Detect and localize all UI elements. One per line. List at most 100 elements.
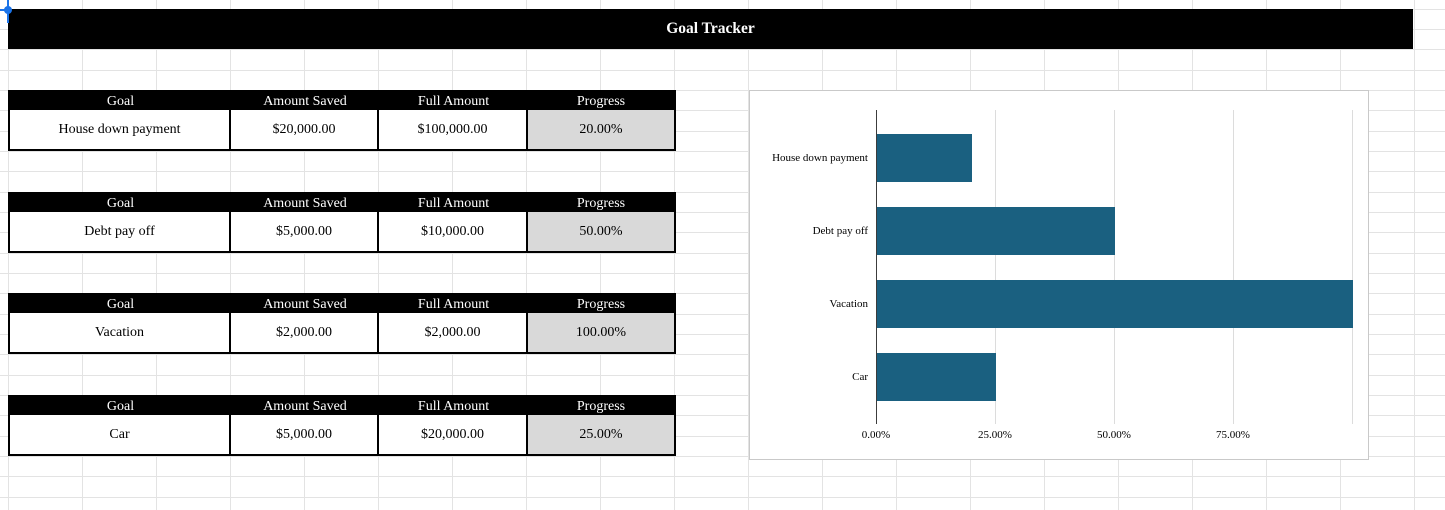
chart-y-axis-line: [876, 110, 877, 424]
goal-table-car: Goal Amount Saved Full Amount Progress C…: [8, 395, 676, 456]
grid-line: [82, 0, 83, 510]
grid-line: [0, 436, 1445, 437]
grid-line: [230, 0, 231, 510]
grid-line: [304, 0, 305, 510]
table-row: House down payment $20,000.00 $100,000.0…: [10, 110, 674, 149]
column-header-amount-saved[interactable]: Amount Saved: [263, 399, 347, 414]
table-row: Vacation $2,000.00 $2,000.00 100.00%: [10, 313, 674, 352]
table-header-row: Goal Amount Saved Full Amount Progress: [10, 295, 674, 313]
grid-line: [0, 131, 1445, 132]
grid-line: [0, 375, 1445, 376]
column-header-full-amount[interactable]: Full Amount: [417, 399, 490, 414]
grid-line: [0, 110, 1445, 111]
chart-bar[interactable]: [877, 353, 996, 401]
full-amount-cell[interactable]: $20,000.00: [379, 415, 528, 454]
goal-cell[interactable]: Debt pay off: [10, 212, 231, 251]
column-header-full-amount[interactable]: Full Amount: [417, 297, 490, 312]
amount-saved-cell[interactable]: $2,000.00: [231, 313, 379, 352]
chart-gridline: [1233, 110, 1234, 424]
grid-line: [0, 395, 1445, 396]
column-header-goal[interactable]: Goal: [106, 196, 135, 211]
goal-cell[interactable]: Car: [10, 415, 231, 454]
goal-table-vacation: Goal Amount Saved Full Amount Progress V…: [8, 293, 676, 354]
full-amount-cell[interactable]: $2,000.00: [379, 313, 528, 352]
column-header-amount-saved[interactable]: Amount Saved: [263, 94, 347, 109]
page-title: Goal Tracker: [666, 20, 755, 37]
grid-line: [0, 497, 1445, 498]
grid-line: [0, 151, 1445, 152]
table-header-row: Goal Amount Saved Full Amount Progress: [10, 397, 674, 415]
grid-line: [0, 49, 1445, 50]
grid-line: [0, 70, 1445, 71]
grid-line: [0, 212, 1445, 213]
amount-saved-cell[interactable]: $5,000.00: [231, 415, 379, 454]
chart-category-label: Car: [852, 371, 868, 383]
goal-cell[interactable]: Vacation: [10, 313, 231, 352]
grid-line: [526, 0, 527, 510]
column-header-progress[interactable]: Progress: [576, 399, 626, 414]
goal-table-debt-pay-off: Goal Amount Saved Full Amount Progress D…: [8, 192, 676, 253]
column-header-amount-saved[interactable]: Amount Saved: [263, 297, 347, 312]
grid-line: [600, 0, 601, 510]
grid-line: [0, 192, 1445, 193]
column-header-full-amount[interactable]: Full Amount: [417, 94, 490, 109]
goal-cell[interactable]: House down payment: [10, 110, 231, 149]
amount-saved-cell[interactable]: $5,000.00: [231, 212, 379, 251]
grid-line: [0, 171, 1445, 172]
grid-line: [1414, 0, 1415, 510]
chart-axis-tick-label: 75.00%: [1216, 429, 1250, 441]
goal-progress-chart[interactable]: House down payment Debt pay off Vacation Ca…: [749, 90, 1369, 460]
grid-line: [0, 232, 1445, 233]
progress-cell[interactable]: 100.00%: [528, 313, 674, 352]
title-banner[interactable]: Goal Tracker: [8, 9, 1413, 49]
table-row: Car $5,000.00 $20,000.00 25.00%: [10, 415, 674, 454]
table-row: Debt pay off $5,000.00 $10,000.00 50.00%: [10, 212, 674, 251]
full-amount-cell[interactable]: $100,000.00: [379, 110, 528, 149]
amount-saved-cell[interactable]: $20,000.00: [231, 110, 379, 149]
chart-axis-tick-label: 25.00%: [978, 429, 1012, 441]
column-header-progress[interactable]: Progress: [576, 196, 626, 211]
chart-bar[interactable]: [877, 280, 1353, 328]
grid-line: [0, 354, 1445, 355]
chart-axis-tick-label: 50.00%: [1097, 429, 1131, 441]
column-header-amount-saved[interactable]: Amount Saved: [263, 196, 347, 211]
grid-line: [0, 273, 1445, 274]
chart-category-label: Debt pay off: [812, 225, 868, 237]
chart-bar[interactable]: [877, 207, 1115, 255]
grid-line: [0, 415, 1445, 416]
grid-line: [452, 0, 453, 510]
chart-bar[interactable]: [877, 134, 972, 182]
grid-line: [156, 0, 157, 510]
grid-line: [674, 0, 675, 510]
grid-line: [8, 0, 9, 510]
table-header-row: Goal Amount Saved Full Amount Progress: [10, 92, 674, 110]
table-header-row: Goal Amount Saved Full Amount Progress: [10, 194, 674, 212]
column-header-goal[interactable]: Goal: [106, 94, 135, 109]
chart-gridline: [1352, 110, 1353, 424]
chart-gridline: [1114, 110, 1115, 424]
grid-line: [0, 314, 1445, 315]
grid-line: [748, 0, 749, 510]
column-header-goal[interactable]: Goal: [106, 399, 135, 414]
progress-cell[interactable]: 20.00%: [528, 110, 674, 149]
grid-line: [0, 476, 1445, 477]
chart-gridline: [995, 110, 996, 424]
selection-handle[interactable]: [4, 6, 12, 14]
grid-line: [378, 0, 379, 510]
grid-line: [0, 293, 1445, 294]
goal-table-house-down-payment: Goal Amount Saved Full Amount Progress H…: [8, 90, 676, 151]
chart-axis-tick-label: 0.00%: [861, 429, 891, 441]
chart-category-label: Vacation: [829, 298, 868, 310]
full-amount-cell[interactable]: $10,000.00: [379, 212, 528, 251]
chart-category-label: House down payment: [772, 152, 868, 164]
grid-line: [0, 456, 1445, 457]
grid-line: [0, 90, 1445, 91]
column-header-progress[interactable]: Progress: [576, 94, 626, 109]
column-header-full-amount[interactable]: Full Amount: [417, 196, 490, 211]
grid-line: [0, 334, 1445, 335]
grid-line: [0, 253, 1445, 254]
progress-cell[interactable]: 50.00%: [528, 212, 674, 251]
column-header-progress[interactable]: Progress: [576, 297, 626, 312]
progress-cell[interactable]: 25.00%: [528, 415, 674, 454]
column-header-goal[interactable]: Goal: [106, 297, 135, 312]
